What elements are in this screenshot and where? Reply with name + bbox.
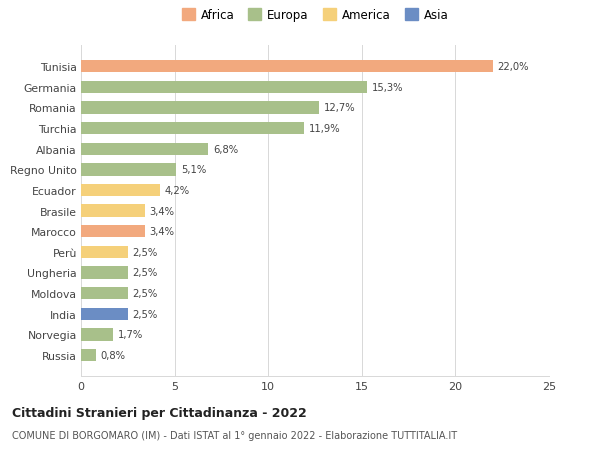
Text: 2,5%: 2,5% [133,268,158,278]
Bar [81,205,145,217]
Text: 15,3%: 15,3% [372,83,404,93]
Bar [81,143,208,156]
Bar [81,349,96,361]
Text: 2,5%: 2,5% [133,247,158,257]
Bar [81,102,319,114]
Text: 4,2%: 4,2% [164,185,190,196]
Text: 22,0%: 22,0% [497,62,529,72]
Text: COMUNE DI BORGOMARO (IM) - Dati ISTAT al 1° gennaio 2022 - Elaborazione TUTTITAL: COMUNE DI BORGOMARO (IM) - Dati ISTAT al… [12,431,457,441]
Bar [81,267,128,279]
Text: 11,9%: 11,9% [308,124,340,134]
Text: 2,5%: 2,5% [133,309,158,319]
Bar [81,164,176,176]
Text: Cittadini Stranieri per Cittadinanza - 2022: Cittadini Stranieri per Cittadinanza - 2… [12,406,307,419]
Bar [81,225,145,238]
Text: 3,4%: 3,4% [149,206,175,216]
Text: 3,4%: 3,4% [149,227,175,237]
Bar [81,246,128,258]
Bar [81,308,128,320]
Bar [81,82,367,94]
Text: 2,5%: 2,5% [133,288,158,298]
Text: 1,7%: 1,7% [118,330,143,340]
Bar [81,287,128,300]
Text: 5,1%: 5,1% [181,165,206,175]
Bar [81,329,113,341]
Bar [81,185,160,197]
Bar [81,123,304,135]
Bar [81,61,493,73]
Text: 6,8%: 6,8% [213,145,238,154]
Text: 0,8%: 0,8% [101,350,125,360]
Text: 12,7%: 12,7% [323,103,355,113]
Legend: Africa, Europa, America, Asia: Africa, Europa, America, Asia [177,5,453,27]
